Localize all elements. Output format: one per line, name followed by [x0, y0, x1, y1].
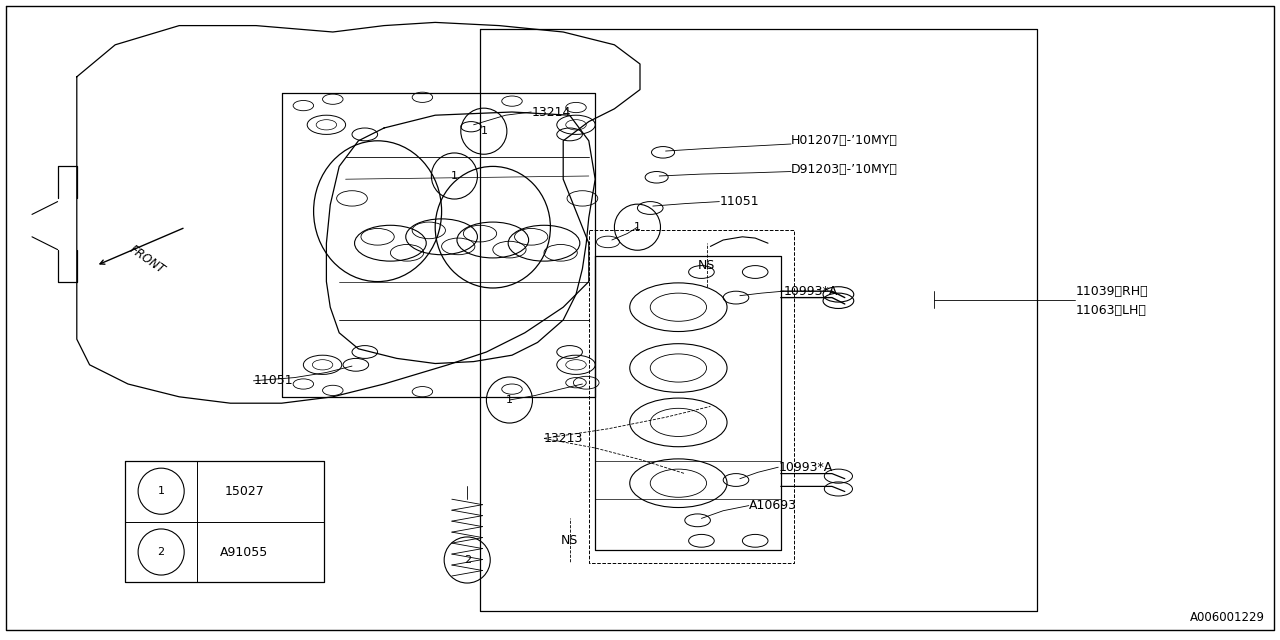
Text: D91203（-’10MY）: D91203（-’10MY）	[791, 163, 897, 176]
Text: 10993*A: 10993*A	[783, 285, 837, 298]
Text: 1: 1	[480, 126, 488, 136]
Text: 13214: 13214	[531, 106, 571, 118]
Text: 1: 1	[506, 395, 513, 405]
Text: 11051: 11051	[253, 374, 293, 387]
Text: 1: 1	[157, 486, 165, 496]
Text: H01207（-’10MY）: H01207（-’10MY）	[791, 134, 897, 147]
Text: 15027: 15027	[224, 484, 265, 498]
Text: 11039〈RH〉: 11039〈RH〉	[1075, 285, 1148, 298]
Text: 11063〈LH〉: 11063〈LH〉	[1075, 304, 1146, 317]
Text: 2: 2	[463, 555, 471, 565]
Text: NS: NS	[698, 259, 716, 272]
Text: NS: NS	[561, 534, 579, 547]
Text: 1: 1	[634, 222, 641, 232]
Text: 1: 1	[451, 171, 458, 181]
Text: A006001229: A006001229	[1189, 611, 1265, 624]
Text: 10993*A: 10993*A	[778, 461, 832, 474]
Text: FRONT: FRONT	[127, 243, 168, 276]
Text: A10693: A10693	[749, 499, 796, 512]
Text: A91055: A91055	[220, 545, 269, 559]
Text: 2: 2	[157, 547, 165, 557]
Text: 11051: 11051	[719, 195, 759, 208]
Text: 13213: 13213	[544, 432, 584, 445]
